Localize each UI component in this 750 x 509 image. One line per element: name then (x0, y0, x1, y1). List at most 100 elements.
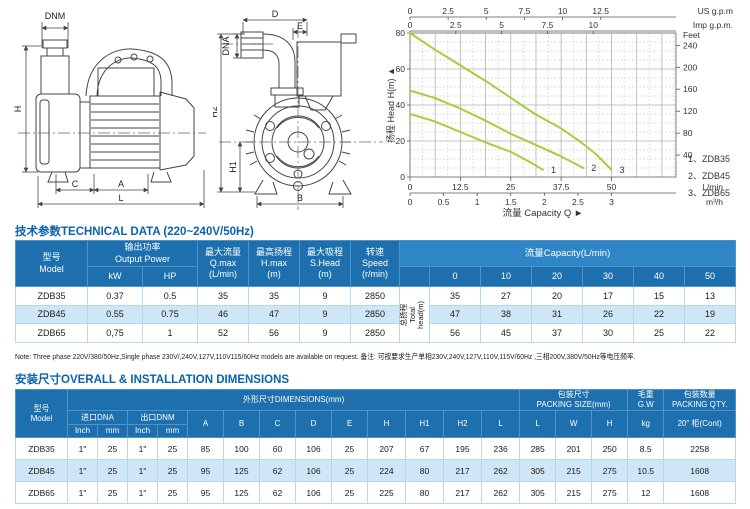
capacity-cell: 25 (633, 323, 685, 343)
capacity-cell: 17 (582, 286, 634, 306)
axis-tick-label: 80 (683, 128, 693, 138)
value-cell: 0,75 (87, 323, 143, 343)
axis-tick-label: 7.5 (518, 6, 530, 16)
dim-label-dna: DNA (221, 36, 231, 55)
value-cell: 25 (97, 437, 128, 460)
value-cell: 275 (591, 481, 629, 504)
dim-label-b: B (297, 193, 303, 203)
value-cell: 56 (248, 323, 300, 343)
dimension-labels: DNM H C A L (13, 11, 124, 203)
axis-tick-label: 0 (400, 172, 405, 182)
dimensions-table: 型号 Model 外形尺寸DIMENSIONS(mm) 包装尺寸 PACKING… (15, 389, 737, 504)
value-cell: 62 (259, 481, 296, 504)
curve-3 (409, 32, 613, 171)
pump-front-outline (240, 31, 357, 195)
value-cell: 25 (331, 437, 368, 460)
axis-name: US g.p.m (698, 6, 733, 16)
axis-name: L/min (702, 182, 723, 192)
value-cell: 207 (367, 437, 406, 460)
value-cell: 195 (443, 437, 482, 460)
value-cell: 1" (67, 437, 98, 460)
col-header-dim-h2: H2 (443, 410, 482, 438)
value-cell: 215 (555, 481, 593, 504)
value-cell: 46 (197, 304, 249, 325)
value-cell: 1 (142, 323, 198, 343)
col-header-shead: 最大吸程 S.Head (m) (299, 240, 351, 287)
axis-tick-label: 120 (683, 106, 697, 116)
dimension-lines (22, 22, 205, 208)
col-header-dim-l: L (480, 410, 521, 438)
dimension-labels: D E DNA H2 H1 B (213, 9, 303, 203)
col-header-cap-50: 50 (683, 266, 737, 287)
dim-label-a: A (118, 179, 124, 189)
axis-tick-label: 1 (475, 197, 480, 207)
col-header-qmax: 最大流量 Q.max (L/min) (197, 240, 249, 287)
axis-tick-label: 37.5 (553, 182, 570, 192)
col-header-dim-h: H (367, 410, 406, 438)
value-cell: 225 (367, 481, 406, 504)
model-cell: ZDB45 (15, 304, 88, 325)
table-row: ZDB35 0.37 0.5 35 35 9 2850 总扬程 Total head(m) 35… (15, 286, 737, 343)
table-row: ZDB65 0,75 1 52 56 9 2850 56 45 37 30 25 22 (15, 323, 737, 343)
value-cell: 85 (187, 437, 224, 460)
capacity-cell: 27 (480, 286, 532, 306)
value-cell: 1" (127, 459, 158, 482)
col-header-hp: HP (142, 266, 198, 287)
value-cell: 217 (443, 459, 482, 482)
col-header-model: 型号 Model (15, 389, 68, 438)
value-cell: 9 (299, 286, 351, 306)
col-header-packing-qty: 包装数量 PACKING QTY. (663, 389, 737, 411)
table-row: ZDB45 1" 25 1" 25 95 125 62 106 25 224 80 217 262 305 2… (15, 459, 737, 482)
capacity-cell: 30 (582, 323, 634, 343)
legend-item: 2、ZDB45 (688, 171, 730, 181)
x-axis-title: 流量 Capacity Q ► (503, 207, 584, 219)
table-row: ZDB45 0.55 0.75 46 47 9 2850 47 38 31 26 22 19 (15, 304, 737, 325)
col-header-inlet-dna: 进口DNA (67, 410, 128, 425)
capacity-cell: 19 (683, 304, 737, 325)
pump-front-view-drawing: D E DNA H2 H1 B (213, 9, 383, 210)
value-cell: 0.75 (142, 304, 198, 325)
value-cell: 106 (295, 481, 332, 504)
value-cell: 215 (555, 459, 593, 482)
axis-name: Feet (683, 30, 701, 40)
dim-label-dnm: DNM (45, 11, 66, 21)
total-head-text: 总扬程 Total head(m) (399, 300, 426, 329)
capacity-cell: 47 (429, 304, 481, 325)
curve-end-label: 2 (591, 163, 596, 173)
value-cell: 12 (627, 481, 665, 504)
axis-tick-label: 240 (683, 40, 697, 50)
col-header-mm: mm (157, 424, 188, 438)
curve-end-label: 3 (620, 165, 625, 175)
value-cell: 1" (127, 437, 158, 460)
value-cell: 47 (248, 304, 300, 325)
pump-side-view-drawing: DNM H C A L (13, 11, 206, 208)
value-cell: 1" (67, 459, 98, 482)
value-cell: 35 (197, 286, 249, 306)
value-cell: 262 (480, 459, 521, 482)
col-header-mm: mm (97, 424, 128, 438)
axis-tick-label: 10 (558, 6, 568, 16)
axis-tick-label: 2.5 (442, 6, 454, 16)
table-row: ZDB35 1" 25 1" 25 85 100 60 106 25 207 67 195 236 285 2… (15, 437, 737, 460)
value-cell: 0.5 (142, 286, 198, 306)
capacity-cell: 15 (633, 286, 685, 306)
value-cell: 95 (187, 459, 224, 482)
axis-tick-label: 40 (683, 150, 693, 160)
note-text: Note: Three phase 220V/380/50Hz,Single p… (15, 352, 636, 361)
axis-tick-label: 0 (408, 20, 413, 30)
value-cell: 25 (331, 459, 368, 482)
axis-name: m³/h (706, 197, 723, 207)
col-header-cap-0: 0 (429, 266, 481, 287)
capacity-cell: 38 (480, 304, 532, 325)
model-cell: ZDB35 (15, 286, 88, 306)
value-cell: 25 (157, 437, 188, 460)
col-header-outlet-dnm: 出口DNM (127, 410, 188, 425)
value-cell: 25 (97, 459, 128, 482)
dim-label-h1: H1 (228, 161, 238, 173)
capacity-cell: 37 (531, 323, 583, 343)
axis-tick-label: 1.5 (505, 197, 517, 207)
section-title-technical-data: 技术参数TECHNICAL DATA (220~240V/50Hz) (15, 226, 254, 238)
value-cell: 60 (259, 437, 296, 460)
axis-tick-label: 5 (484, 6, 489, 16)
curve-2 (409, 89, 585, 169)
